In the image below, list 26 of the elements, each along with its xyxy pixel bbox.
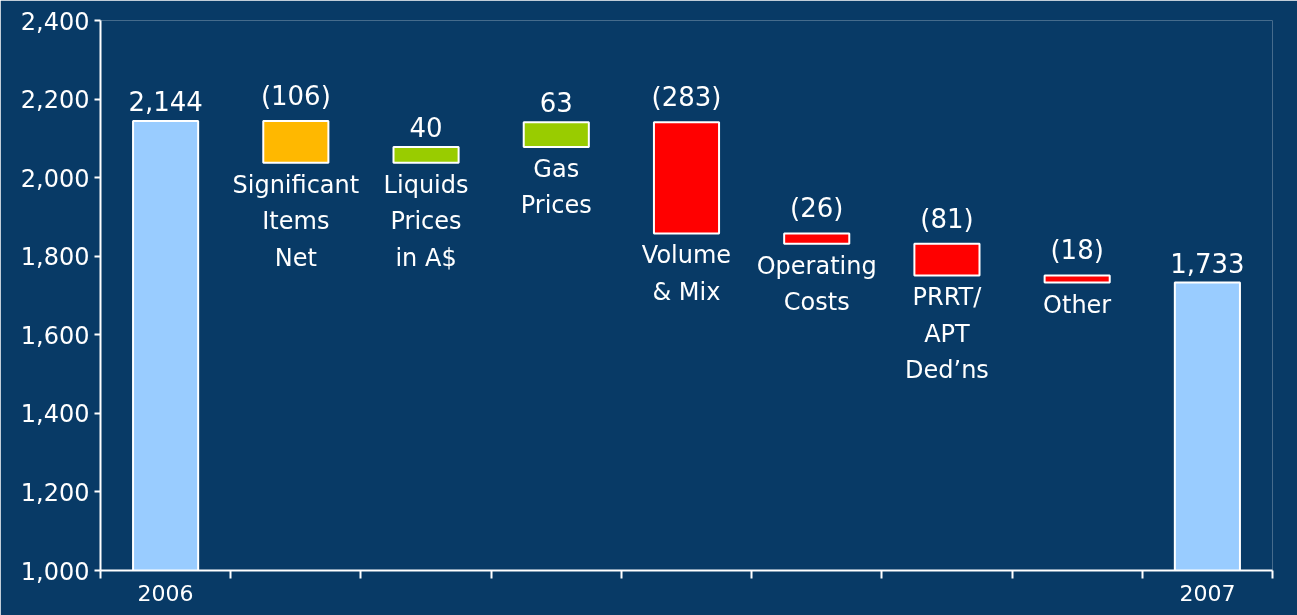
data-label: (283) (651, 82, 722, 113)
x-tick-label: Volume & Mix (641, 241, 732, 306)
y-tick-label: 2,400 (20, 7, 90, 36)
data-label: 1,733 (1170, 248, 1245, 279)
x-tick-label: Other (1043, 290, 1112, 319)
y-tick-label: 1,200 (20, 478, 90, 507)
x-tick-label: Gas Prices (520, 155, 592, 220)
data-label: (18) (1050, 235, 1104, 266)
y-tick-label: 1,600 (20, 321, 90, 350)
data-label: 63 (539, 88, 573, 119)
x-tick-label: 2006 (137, 580, 194, 606)
y-tick-label: 1,000 (20, 557, 90, 586)
x-tick-label: PRRT/ APT Ded’ns (905, 283, 989, 385)
data-label: (81) (920, 203, 974, 234)
y-tick-label: 2,200 (20, 86, 90, 115)
y-tick-label: 1,400 (20, 400, 90, 429)
x-tick-label: Operating Costs (756, 251, 877, 317)
data-label: (26) (790, 193, 844, 224)
data-label: 40 (409, 113, 443, 143)
x-tick-label: Liquids Prices in A$ (383, 170, 469, 272)
y-tick-label: 2,000 (20, 164, 90, 193)
x-tick-label: 2007 (1179, 580, 1236, 606)
data-label: 2,144 (128, 87, 203, 118)
x-tick-label: Significant Items Net (232, 170, 360, 272)
data-label: (106) (260, 81, 331, 112)
y-tick-label: 1,800 (20, 243, 90, 272)
